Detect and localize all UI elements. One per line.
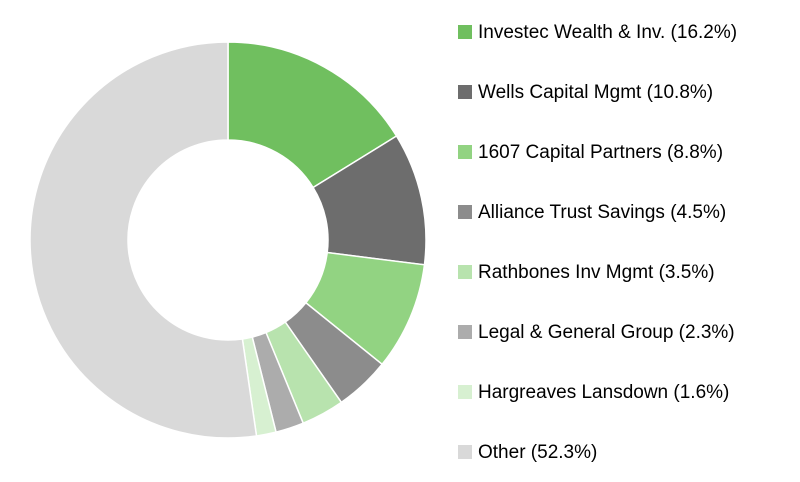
legend-label: Hargreaves Lansdown (1.6%): [478, 382, 729, 403]
donut-slice: [29, 41, 258, 439]
legend-label: Legal & General Group (2.3%): [478, 322, 735, 343]
legend-label: Alliance Trust Savings (4.5%): [478, 202, 726, 223]
legend-swatch: [458, 25, 472, 39]
legend-swatch: [458, 325, 472, 339]
legend-swatch: [458, 85, 472, 99]
legend-label: 1607 Capital Partners (8.8%): [478, 142, 723, 163]
legend-label: Investec Wealth & Inv. (16.2%): [478, 22, 737, 43]
legend-label: Other (52.3%): [478, 442, 597, 463]
legend-swatch: [458, 205, 472, 219]
legend-swatch: [458, 145, 472, 159]
legend-label: Wells Capital Mgmt (10.8%): [478, 82, 713, 103]
legend-swatch: [458, 385, 472, 399]
donut-slice: [227, 41, 398, 189]
legend-swatch: [458, 445, 472, 459]
legend-label: Rathbones Inv Mgmt (3.5%): [478, 262, 715, 283]
legend-swatch: [458, 265, 472, 279]
